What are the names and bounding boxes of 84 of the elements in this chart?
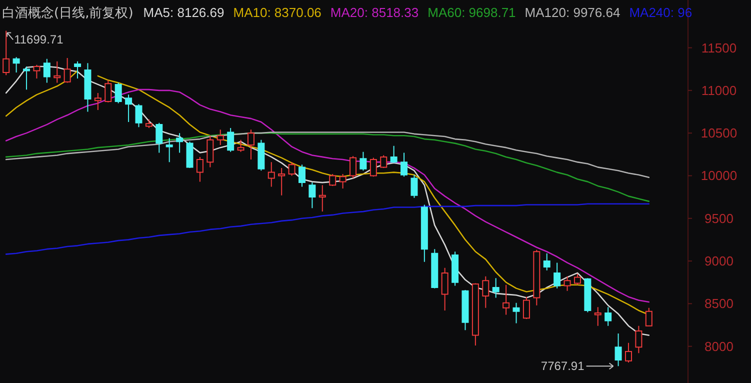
candlestick	[196, 156, 204, 182]
candlestick	[33, 64, 40, 79]
candlestick	[370, 157, 377, 178]
candlestick	[94, 92, 102, 111]
candlestick	[584, 278, 592, 313]
candlestick	[125, 94, 132, 122]
annotation: 11699.71	[14, 32, 64, 47]
candlestick	[74, 60, 82, 79]
text: MA240: 96	[629, 5, 692, 20]
candlestick	[594, 306, 602, 326]
candlestick	[308, 182, 316, 209]
candlestick	[104, 80, 112, 103]
text: MA5: 8126.69	[143, 5, 224, 20]
candlestick	[237, 139, 244, 152]
candlestick	[54, 60, 61, 84]
candlestick	[247, 129, 254, 160]
candlestick	[380, 154, 388, 169]
candlestick	[145, 118, 152, 128]
candlestick	[431, 248, 438, 289]
candlestick	[339, 174, 346, 190]
candlestick	[64, 58, 71, 84]
candlestick	[400, 152, 408, 178]
line-series	[5, 132, 650, 178]
candlestick	[512, 302, 520, 324]
candlestick	[635, 325, 642, 354]
text: 白酒概念(日线,前复权)	[2, 6, 134, 21]
candlestick	[329, 174, 336, 186]
candlestick	[645, 307, 652, 326]
y-tick-label: 11500	[701, 40, 737, 56]
candlestick	[420, 204, 428, 262]
candlestick	[492, 278, 500, 298]
line-series	[5, 203, 650, 255]
candlestick	[206, 135, 214, 168]
y-tick-label: 10500	[700, 126, 738, 141]
y-tick-label: 8000	[704, 338, 734, 354]
y-tick-label: 8500	[704, 296, 734, 312]
candlestick	[135, 104, 142, 128]
candlestick	[522, 296, 530, 320]
candlestick	[156, 122, 163, 154]
candlestick	[574, 273, 581, 286]
annotation: 7767.91	[540, 359, 585, 374]
candlestick	[472, 282, 479, 346]
candlestick	[390, 145, 398, 164]
candlestick	[84, 62, 92, 112]
y-tick-label: 10000	[700, 168, 738, 184]
candlestick	[614, 333, 622, 367]
candlestick	[564, 276, 571, 292]
candlestick	[318, 184, 326, 212]
candlestick	[227, 127, 234, 152]
candlestick	[502, 284, 510, 316]
candlestick	[604, 306, 612, 326]
candlestick	[12, 56, 20, 74]
y-tick-label: 11000	[701, 82, 737, 98]
candlestick	[452, 251, 459, 286]
candlestick	[176, 132, 184, 154]
text: MA10: 8370.06	[233, 5, 322, 20]
candlestick	[114, 82, 122, 104]
candlestick	[410, 174, 418, 198]
y-tick-label: 9500	[704, 210, 734, 226]
candlestick	[288, 162, 296, 176]
candlestick	[2, 30, 10, 76]
candlestick	[543, 252, 550, 271]
candlestick	[360, 151, 367, 172]
candlestick	[533, 249, 540, 306]
candlestick	[350, 156, 357, 179]
candlestick	[258, 139, 265, 172]
candlestick	[186, 141, 194, 169]
candlestick	[624, 342, 632, 364]
candlestick	[43, 58, 50, 84]
candlestick	[298, 164, 306, 188]
candlestick	[554, 262, 561, 289]
candlestick	[166, 138, 173, 163]
candlestick	[482, 276, 490, 308]
candlestick	[268, 162, 275, 188]
text: MA20: 8518.33	[330, 5, 419, 20]
candlestick	[23, 66, 30, 90]
candlestick	[216, 129, 224, 146]
text: MA60: 9698.71	[428, 5, 516, 20]
candlestick	[462, 290, 469, 331]
candlestick	[441, 267, 448, 311]
candlestick	[278, 168, 286, 196]
text: MA120: 9976.64	[524, 5, 620, 20]
y-tick-label: 9000	[704, 254, 734, 269]
line-series	[5, 132, 650, 202]
